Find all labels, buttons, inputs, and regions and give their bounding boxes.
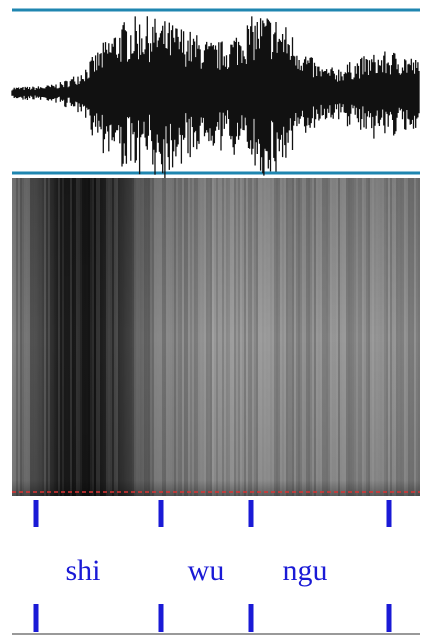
segment-label: ngu (283, 554, 328, 587)
segment-label: wu (188, 554, 225, 587)
boundary-ticks (33, 500, 392, 632)
waveform-trace (11, 16, 420, 179)
segment-label: shi (65, 554, 100, 587)
spectrogram-shade (12, 178, 420, 496)
waveform (11, 16, 420, 179)
